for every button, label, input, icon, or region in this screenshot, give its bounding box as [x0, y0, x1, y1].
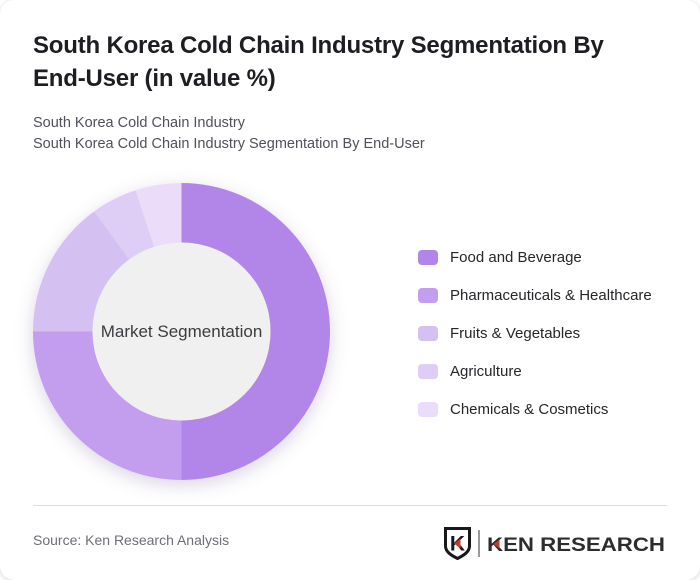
legend-swatch — [418, 250, 438, 265]
donut-segment — [181, 183, 330, 480]
legend-item: Pharmaceuticals & Healthcare — [418, 288, 652, 303]
logo-text: KEN RESEARCH — [487, 535, 665, 556]
legend-label: Chemicals & Cosmetics — [450, 401, 609, 418]
logo-divider-bar — [478, 529, 480, 557]
donut-segment — [33, 331, 182, 480]
shield-monogram-icon: K — [444, 526, 471, 560]
source-note: Source: Ken Research Analysis — [33, 532, 230, 548]
legend-item: Chemicals & Cosmetics — [418, 402, 652, 417]
legend-item: Fruits & Vegetables — [418, 326, 652, 341]
legend-swatch — [418, 288, 438, 303]
legend-label: Food and Beverage — [450, 249, 582, 266]
logo-wordmark: KEN RESEARCH — [487, 535, 665, 556]
donut-segment — [135, 183, 182, 247]
donut-segment — [94, 190, 154, 260]
legend: Food and Beverage Pharmaceuticals & Healt… — [418, 250, 652, 417]
page-title: South Korea Cold Chain Industry Segmenta… — [33, 32, 604, 92]
legend-swatch — [418, 326, 438, 341]
chart-subtitles: South Korea Cold Chain Industry South Ko… — [33, 113, 425, 154]
wordmark-red-triangle-icon — [493, 539, 500, 548]
legend-label: Pharmaceuticals & Healthcare — [450, 287, 652, 304]
legend-item: Agriculture — [418, 364, 652, 379]
legend-label: Agriculture — [450, 363, 522, 380]
donut-segment — [33, 211, 130, 332]
donut-svg — [33, 183, 330, 480]
legend-swatch — [418, 364, 438, 379]
subtitle-line-2: South Korea Cold Chain Industry Segmenta… — [33, 135, 425, 152]
footer-divider — [33, 505, 667, 506]
shield-red-triangle-icon — [454, 538, 461, 548]
ken-research-logo: K KEN RESEARCH — [444, 526, 669, 560]
legend-label: Fruits & Vegetables — [450, 325, 581, 342]
legend-swatch — [418, 402, 438, 417]
donut-chart: Market Segmentation — [33, 183, 330, 480]
legend-item: Food and Beverage — [418, 250, 652, 265]
donut-hole — [92, 242, 271, 421]
subtitle-line-1: South Korea Cold Chain Industry — [33, 115, 245, 131]
